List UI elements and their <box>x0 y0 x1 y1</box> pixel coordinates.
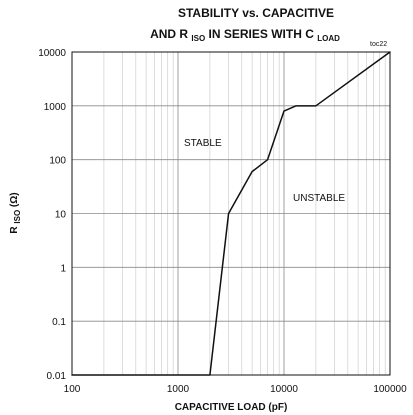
x-tick-label: 100000 <box>373 384 407 395</box>
series-layer <box>71 51 391 376</box>
y-axis-label-prefix: R <box>9 226 20 234</box>
series-line-1 <box>71 51 391 376</box>
chart-title-line2-sub2: LOAD <box>317 34 340 43</box>
y-tick-label: 100 <box>49 156 66 167</box>
x-tick-labels: 100 1000 10000 100000 <box>64 384 407 395</box>
x-tick-label: 10000 <box>270 384 298 395</box>
y-tick-label: 0.1 <box>52 317 66 328</box>
unstable-label: UNSTABLE <box>293 193 345 204</box>
chart-title-line2-prefix: AND R <box>150 27 188 41</box>
y-tick-label: 10000 <box>38 48 66 59</box>
stable-label: STABLE <box>184 138 222 149</box>
x-tick-label: 1000 <box>167 384 190 395</box>
y-tick-label: 0.01 <box>47 371 67 382</box>
major-grid <box>71 51 391 376</box>
plot-frame <box>71 51 391 376</box>
y-axis-label-suffix: (Ω) <box>9 192 20 207</box>
x-axis-label: CAPACITIVE LOAD (pF) <box>175 402 288 413</box>
y-tick-label: 1000 <box>44 102 67 113</box>
source-tag: toc22 <box>370 41 387 48</box>
y-tick-labels: 0.01 0.1 1 10 100 1000 10000 <box>38 48 66 382</box>
y-tick-label: 10 <box>55 210 67 221</box>
chart-title-line2-sub1: ISO <box>191 34 205 43</box>
x-tick-label: 100 <box>64 384 81 395</box>
chart-title-line2-middle: IN SERIES WITH C <box>209 27 315 41</box>
y-axis-label: R ISO (Ω) <box>9 192 23 233</box>
y-axis-label-sub: ISO <box>13 210 22 224</box>
chart-title-line2: AND R ISO IN SERIES WITH C LOAD <box>150 27 340 44</box>
chart-title-line1: STABILITY vs. CAPACITIVE <box>178 6 334 20</box>
y-tick-label: 1 <box>60 263 66 274</box>
